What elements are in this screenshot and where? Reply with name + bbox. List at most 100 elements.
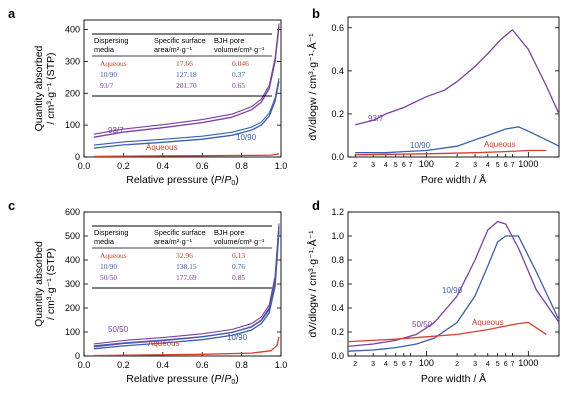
x-minor-tick-label: 5 [394, 162, 398, 169]
y-tick-label: 0 [75, 351, 80, 361]
x-minor-tick-label: 2 [455, 162, 459, 169]
x-tick-label: 0.8 [235, 360, 248, 370]
x-minor-tick-label: 5 [394, 361, 398, 368]
x-tick-label: 1.0 [275, 161, 288, 171]
x-tick-label: 100 [419, 159, 434, 169]
x-tick-label: 1000 [518, 358, 538, 368]
x-tick-label: 0.4 [157, 161, 170, 171]
y-tick-label: 200 [65, 88, 80, 98]
table-cell-media: Aqueous [100, 59, 127, 68]
x-axis-label: Pore width / Å [421, 173, 486, 186]
panel-label: c [8, 198, 15, 213]
x-tick-label: 0.6 [196, 360, 209, 370]
x-tick-label: 1.0 [275, 360, 288, 370]
y-tick-label: 0.2 [331, 327, 344, 337]
x-minor-tick-label: 4 [486, 162, 490, 169]
series-line-93-7 [355, 28, 560, 126]
table-cell-area: 17.66 [176, 59, 193, 68]
y-tick-label: 500 [65, 231, 80, 241]
panel-label: b [312, 6, 320, 21]
x-minor-tick-label: 6 [402, 162, 406, 169]
table-cell-volume: 0.37 [232, 70, 245, 79]
series-annotation: 50/50 [412, 320, 433, 329]
series-annotation: 50/50 [108, 325, 129, 334]
x-tick-label: 0.4 [157, 360, 170, 370]
panel-label: d [312, 198, 320, 213]
table-header: BJH pore volume/cm³·g⁻¹ [214, 36, 265, 54]
series-line-aqueous [355, 149, 547, 156]
series-line-desorption [93, 78, 280, 146]
y-tick-label: 0.6 [331, 279, 344, 289]
series-line-50-50 [347, 220, 560, 348]
x-axis-label: Relative pressure (P/P0) [126, 373, 238, 386]
y-tick-label: 0.2 [331, 109, 344, 119]
x-minor-tick-label: 6 [504, 361, 508, 368]
series-line-10-90 [347, 235, 560, 352]
table-cell-volume: 0.65 [232, 81, 245, 90]
x-minor-tick-label: 3 [473, 361, 477, 368]
table-header: Specific surface area/m²·g⁻¹ [154, 36, 206, 54]
y-tick-label: 100 [65, 327, 80, 337]
x-tick-label: 100 [419, 358, 434, 368]
y-tick-label: 400 [65, 25, 80, 35]
x-minor-tick-label: 7 [409, 162, 413, 169]
table-header: Specific surface area/m²·g⁻¹ [154, 228, 206, 246]
plot-frame [83, 19, 282, 158]
x-minor-tick-label: 7 [409, 361, 413, 368]
x-minor-tick-label: 3 [473, 162, 477, 169]
y-axis-label-units: / cm³·g⁻¹ (STP) [45, 248, 57, 320]
x-minor-tick-label: 4 [486, 361, 490, 368]
x-minor-tick-label: 4 [384, 361, 388, 368]
table-cell-media: 10/90 [100, 262, 117, 271]
x-minor-tick-label: 6 [402, 361, 406, 368]
panel-label: a [8, 6, 16, 21]
x-tick-label: 0.2 [117, 161, 130, 171]
series-annotation: Aqueous [472, 318, 504, 327]
series-annotation: 10/90 [410, 141, 431, 150]
series-line-aqueous [93, 336, 280, 357]
y-tick-label: 0.6 [331, 23, 344, 33]
x-minor-tick-label: 6 [504, 162, 508, 169]
series-annotation: Aqueous [146, 143, 178, 152]
series-line-aqueous [347, 321, 547, 343]
y-tick-label: 0.4 [331, 303, 344, 313]
x-minor-tick-label: 7 [511, 162, 515, 169]
y-tick-label: 0.0 [331, 152, 344, 162]
y-axis-label: Quantity absorbed [33, 45, 45, 131]
series-annotation: 10/90 [236, 133, 257, 142]
table-cell-media: 93/7 [100, 81, 114, 90]
series-annotation: Aqueous [148, 339, 180, 348]
series-line-10-90 [355, 126, 560, 154]
series-line-aqueous [93, 153, 280, 158]
series-line-desorption [93, 223, 280, 345]
table-cell-media: 50/50 [100, 273, 117, 282]
table-cell-volume: 0.76 [232, 262, 245, 271]
table-cell-volume: 0.046 [232, 59, 249, 68]
y-tick-label: 300 [65, 56, 80, 66]
y-tick-label: 200 [65, 303, 80, 313]
x-minor-tick-label: 2 [455, 361, 459, 368]
x-minor-tick-label: 5 [496, 361, 500, 368]
series-annotation: 93/7 [368, 114, 384, 123]
x-minor-tick-label: 3 [371, 162, 375, 169]
x-tick-label: 0.6 [196, 161, 209, 171]
y-tick-label: 400 [65, 255, 80, 265]
inset-table: Dispersing media Specific surface area/m²·g… [92, 225, 272, 289]
table-cell-media: 10/90 [100, 70, 117, 79]
y-tick-label: 300 [65, 279, 80, 289]
x-minor-tick-label: 5 [496, 162, 500, 169]
y-tick-label: 0.0 [331, 351, 344, 361]
series-annotation: 10/90 [227, 333, 248, 342]
x-tick-label: 0.2 [117, 360, 130, 370]
y-tick-label: 0.4 [331, 66, 344, 76]
series-line-93-7 [93, 26, 280, 138]
y-axis-label: dV/dlogw / cm³·g⁻¹·Å⁻¹ [306, 33, 319, 141]
panel-a: a 0 100 200 300 400 0.0 0.2 0.4 0.6 0.8 1.0 Relative… [8, 6, 287, 187]
table-cell-area: 138.15 [176, 262, 197, 271]
y-tick-label: 1.2 [331, 207, 344, 217]
y-tick-label: 1.0 [331, 231, 344, 241]
series-line-desorption [93, 23, 280, 135]
series-annotation: 10/90 [442, 286, 463, 295]
